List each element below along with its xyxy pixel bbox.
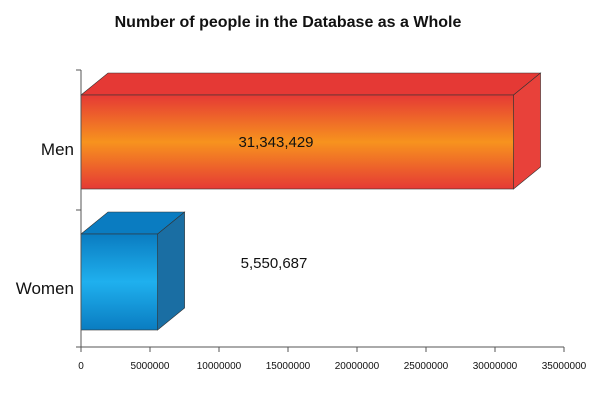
x-tick-label: 5000000	[131, 361, 170, 372]
x-tick-label: 20000000	[335, 361, 380, 372]
bar-women-front-face	[80, 233, 158, 331]
x-tick-label: 30000000	[473, 361, 518, 372]
data-label-men: 31,343,429	[238, 134, 313, 151]
bar-men-front-face	[80, 94, 514, 190]
x-tick-label: 25000000	[404, 361, 449, 372]
data-label-women: 5,550,687	[241, 255, 308, 272]
bar-women	[80, 211, 186, 331]
category-label-women: Women	[16, 279, 74, 298]
bar-men-top-face	[80, 72, 542, 96]
chart-title: Number of people in the Database as a Wh…	[115, 14, 462, 31]
category-label-men: Men	[41, 140, 74, 159]
x-tick-label: 10000000	[197, 361, 242, 372]
x-tick-label: 35000000	[542, 361, 587, 372]
x-tick-label: 15000000	[266, 361, 311, 372]
x-tick-label: 0	[78, 361, 84, 372]
bar-men	[80, 72, 542, 190]
